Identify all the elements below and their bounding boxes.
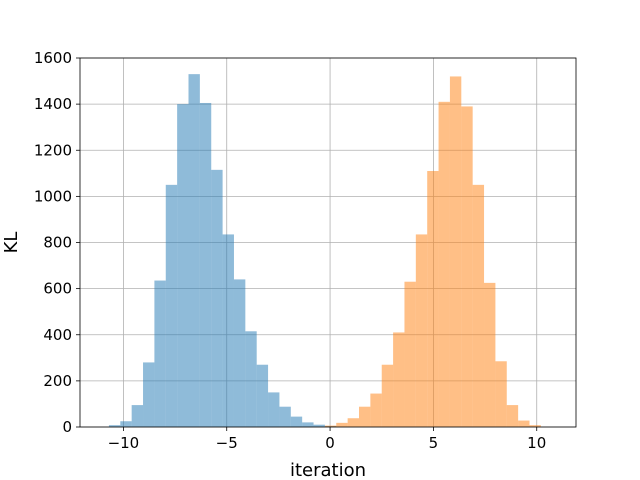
- y-tick-label-4: 800: [43, 234, 72, 252]
- series-0-bar-14: [268, 392, 280, 427]
- series-0-bar-16: [290, 416, 303, 427]
- series-0-bar-6: [177, 104, 189, 427]
- series-1-bar-13: [472, 184, 485, 427]
- series-1-bar-0: [324, 425, 337, 427]
- x-tick-label-0: −10: [108, 434, 140, 452]
- series-1-bar-16: [506, 405, 519, 427]
- series-1-bar-11: [449, 76, 462, 427]
- series-1-bar-9: [427, 171, 439, 427]
- series-0-bar-17: [302, 422, 314, 427]
- series-1-bar-4: [370, 393, 382, 427]
- y-tick-label-1: 200: [43, 372, 72, 390]
- y-tick-label-6: 1200: [34, 141, 72, 159]
- series-0-bar-8: [199, 102, 212, 428]
- series-1-bar-3: [359, 406, 371, 427]
- series-1-bar-6: [393, 332, 405, 427]
- series-0-bar-2: [131, 405, 144, 427]
- histogram-bars: [108, 74, 541, 428]
- series-1-bar-12: [461, 106, 473, 428]
- series-0-bar-9: [211, 169, 223, 427]
- series-1-bar-2: [347, 418, 359, 427]
- y-tick-label-5: 1000: [34, 187, 72, 205]
- series-1-bar-1: [336, 422, 348, 427]
- series-1-bar-15: [495, 361, 507, 427]
- series-0-bar-11: [233, 279, 246, 427]
- series-0-bar-15: [279, 406, 291, 427]
- series-1-bar-5: [381, 364, 394, 427]
- y-tick-label-3: 600: [43, 280, 72, 298]
- y-tick-label-2: 400: [43, 326, 72, 344]
- series-0-bar-0: [108, 425, 121, 427]
- series-1-bar-10: [438, 101, 450, 427]
- series-0-bar-18: [313, 424, 325, 427]
- x-tick-label-1: −5: [216, 434, 238, 452]
- y-tick-label-8: 1600: [34, 49, 72, 67]
- series-0-bar-10: [222, 234, 234, 427]
- series-0-bar-4: [154, 280, 166, 427]
- x-tick-label-4: 10: [527, 434, 546, 452]
- series-0-bar-13: [256, 364, 269, 427]
- series-0-bar-1: [120, 421, 132, 427]
- series-0-bar-7: [188, 74, 200, 428]
- y-axis-label: KL: [1, 232, 22, 254]
- x-axis-label: iteration: [290, 460, 366, 480]
- series-0-bar-5: [165, 184, 178, 427]
- y-tick-label-0: 0: [62, 418, 72, 436]
- x-tick-label-3: 5: [429, 434, 439, 452]
- series-1-bar-7: [404, 281, 416, 427]
- series-1-bar-8: [415, 234, 428, 427]
- x-tick-label-2: 0: [325, 434, 335, 452]
- series-1-bar-18: [529, 425, 541, 427]
- series-0-bar-3: [143, 362, 155, 427]
- y-tick-label-7: 1400: [34, 95, 72, 113]
- series-1-bar-14: [484, 282, 496, 427]
- series-1-bar-17: [518, 420, 530, 427]
- series-0-bar-12: [245, 331, 257, 427]
- axis-ticks: −10 −5 0 5 10 0 200 400 600 800 1000 1200 1400 1600: [34, 49, 546, 452]
